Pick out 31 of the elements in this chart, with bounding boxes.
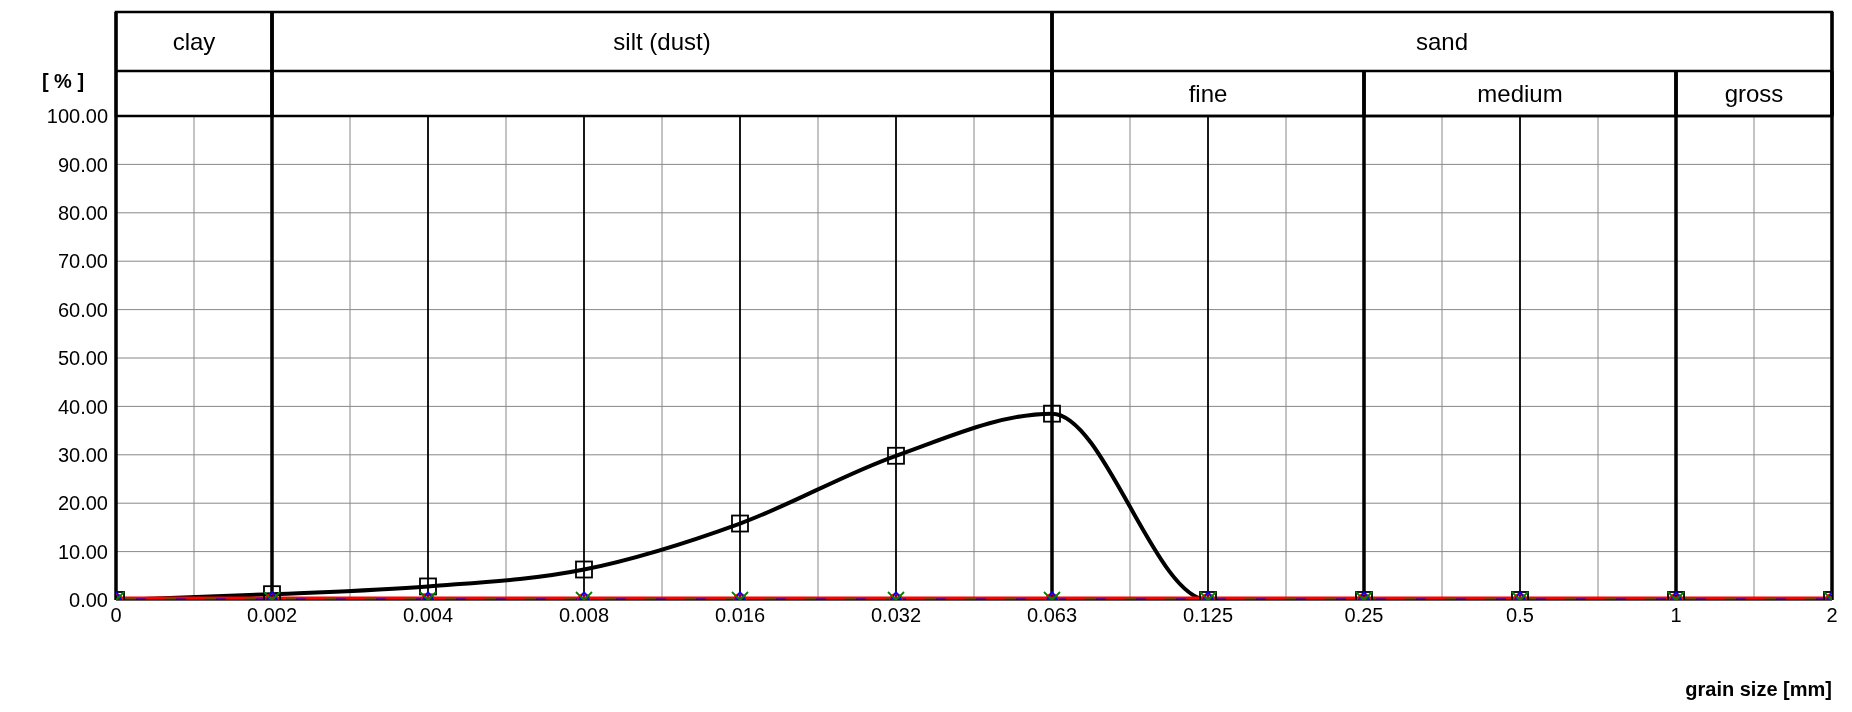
x-tick-label: 0.016 [714, 604, 766, 627]
x-axis-title: grain size [mm] [1685, 678, 1832, 700]
x-tick-label: 0 [110, 604, 122, 627]
y-tick-label: 70.00 [57, 250, 108, 273]
x-tick-label: 0.5 [1506, 604, 1534, 627]
text: gross [1724, 79, 1784, 107]
x-tick-label: 0.008 [558, 604, 610, 627]
y-tick-label: 0.00 [69, 589, 108, 612]
y-tick-label: 10.00 [57, 540, 108, 563]
y-axis-title: [ % ] [41, 70, 85, 92]
y-tick-label: 50.00 [57, 347, 108, 370]
y-tick-label: 60.00 [57, 298, 108, 321]
text: sand [1415, 27, 1469, 55]
x-tick-label: 0.004 [402, 604, 454, 627]
y-tick-label: 90.00 [57, 153, 108, 176]
text: clay [172, 27, 216, 55]
x-tick-label: 0.063 [1026, 604, 1078, 627]
y-tick-label: 40.00 [57, 395, 108, 418]
x-tick-label: 0.032 [870, 604, 922, 627]
x-tick-label: 2 [1826, 604, 1838, 627]
text: fine [1188, 79, 1228, 107]
x-tick-label: 0.125 [1182, 604, 1234, 627]
y-tick-label: 100.00 [46, 105, 108, 128]
x-tick-label: 1 [1670, 604, 1682, 627]
text: medium [1477, 79, 1563, 107]
x-tick-label: 0.002 [246, 604, 298, 627]
y-tick-label: 20.00 [57, 492, 108, 515]
y-tick-label: 80.00 [57, 201, 108, 224]
y-tick-label: 30.00 [57, 443, 108, 466]
x-tick-label: 0.25 [1344, 604, 1384, 627]
text: silt (dust) [613, 27, 711, 55]
